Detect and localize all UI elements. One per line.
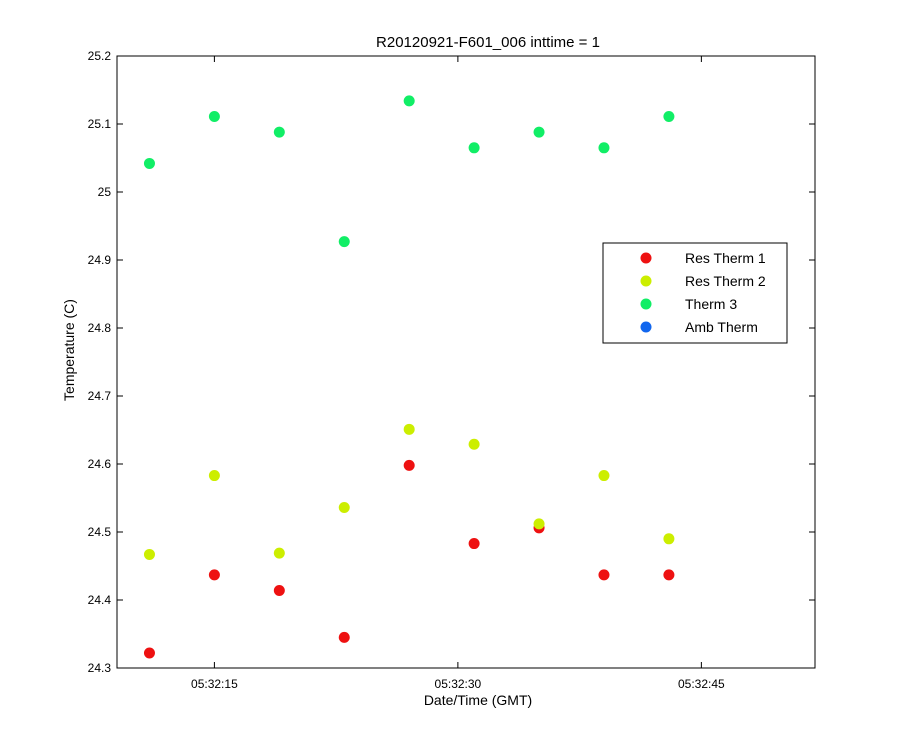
data-point (273, 547, 285, 559)
legend-label: Amb Therm (685, 319, 758, 335)
data-point (338, 502, 350, 514)
series-1 (143, 423, 675, 560)
chart-title: R20120921-F601_006 inttime = 1 (376, 34, 600, 51)
y-axis-title: Temperature (C) (61, 299, 77, 401)
series-2 (143, 95, 675, 248)
y-tick-label: 25.1 (88, 117, 112, 131)
data-point (598, 470, 610, 482)
data-point (468, 142, 480, 154)
data-points (143, 95, 675, 659)
y-tick-label: 25.2 (88, 49, 112, 63)
y-axis: 24.3 24.4 24.5 24.6 24.7 24.8 24.9 25 25.1 25.2 (88, 49, 815, 675)
data-point (338, 236, 350, 248)
data-point (208, 569, 220, 581)
y-tick-label: 25 (98, 185, 112, 199)
legend-marker (640, 275, 652, 287)
data-point (663, 111, 675, 123)
legend-label: Therm 3 (685, 296, 737, 312)
legend-box (602, 242, 788, 344)
data-point (403, 95, 415, 107)
data-point (663, 569, 675, 581)
data-point (468, 538, 480, 550)
series-0 (143, 459, 675, 659)
legend-label: Res Therm 1 (685, 250, 766, 266)
data-point (403, 423, 415, 435)
data-point (143, 647, 155, 659)
y-tick-label: 24.5 (88, 525, 112, 539)
x-tick-label: 05:32:30 (435, 677, 482, 691)
y-tick-label: 24.3 (88, 661, 112, 675)
data-point (598, 569, 610, 581)
x-axis-title: Date/Time (GMT) (424, 692, 532, 708)
legend-marker (640, 252, 652, 264)
data-point (598, 142, 610, 154)
y-tick-label: 24.8 (88, 321, 112, 335)
plot-area (116, 55, 816, 669)
data-point (468, 438, 480, 450)
legend-marker (640, 321, 652, 333)
legend: Res Therm 1 Res Therm 2 Therm 3 Amb Therm (602, 242, 788, 344)
data-point (273, 126, 285, 138)
data-point (403, 459, 415, 471)
legend-label: Res Therm 2 (685, 273, 766, 289)
x-axis: 05:32:15 05:32:30 05:32:45 (191, 56, 725, 691)
x-tick-label: 05:32:45 (678, 677, 725, 691)
data-point (338, 631, 350, 643)
data-point (143, 157, 155, 169)
data-point (533, 518, 545, 530)
data-point (208, 111, 220, 123)
data-point (143, 548, 155, 560)
data-point (533, 126, 545, 138)
y-tick-label: 24.4 (88, 593, 112, 607)
x-tick-label: 05:32:15 (191, 677, 238, 691)
legend-marker (640, 298, 652, 310)
data-point (273, 584, 285, 596)
data-point (208, 470, 220, 482)
y-tick-label: 24.6 (88, 457, 112, 471)
y-tick-label: 24.9 (88, 253, 112, 267)
data-point (663, 533, 675, 545)
y-tick-label: 24.7 (88, 389, 112, 403)
